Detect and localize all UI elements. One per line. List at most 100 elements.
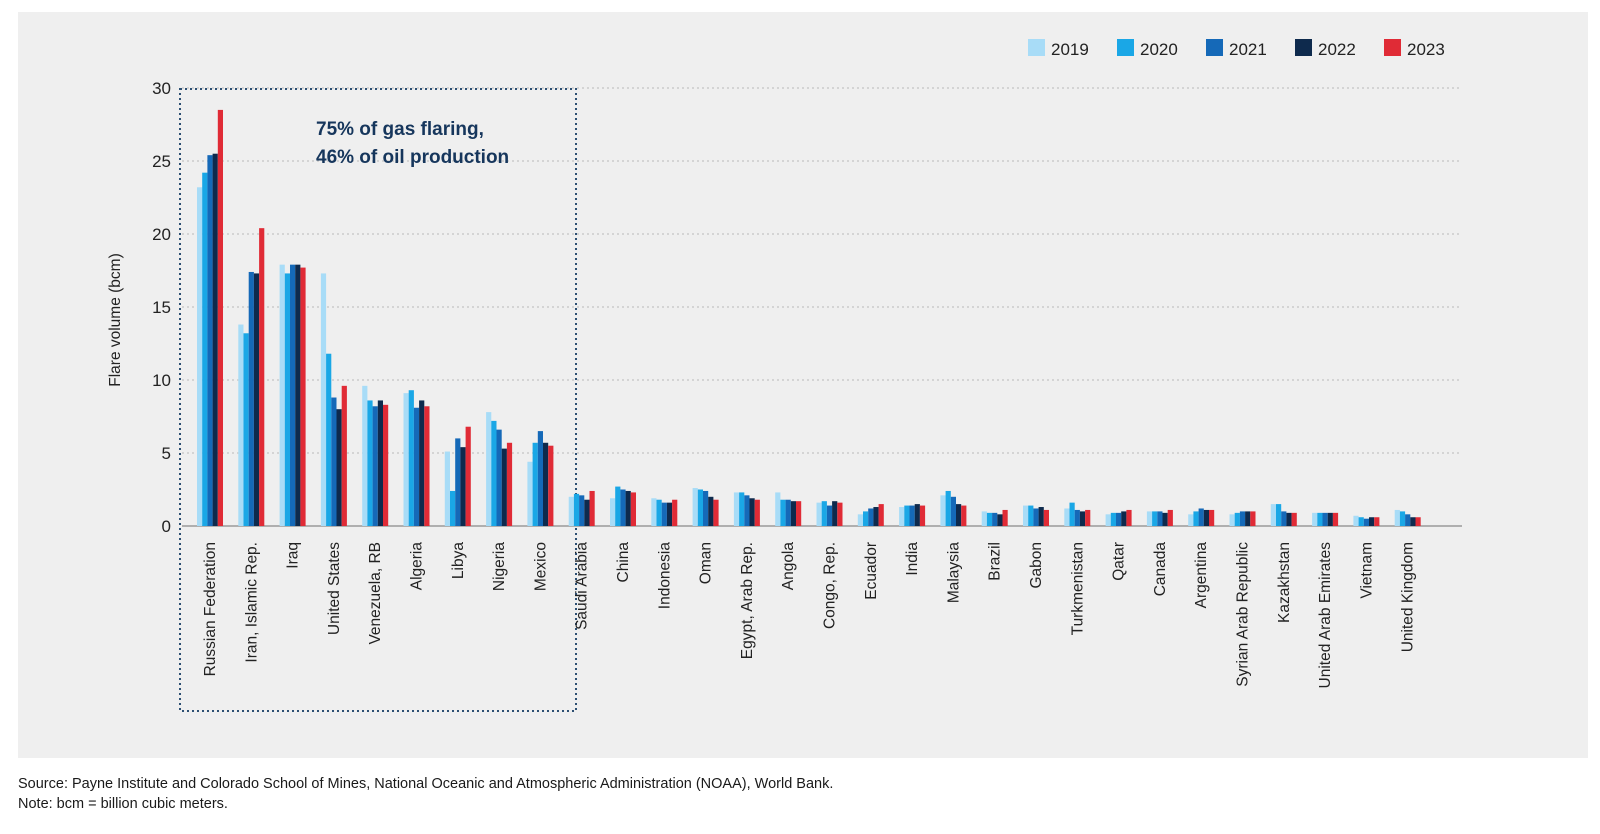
bar-2023-23 <box>1167 509 1173 526</box>
bar-2023-14 <box>796 501 802 526</box>
bar-2021-26 <box>1281 511 1287 526</box>
bar-2021-2 <box>290 264 296 526</box>
category-label: Egypt, Arab Rep. <box>739 542 756 659</box>
bar-2020-0 <box>202 172 208 526</box>
bar-2023-24 <box>1209 509 1215 526</box>
bar-2020-1 <box>243 333 249 526</box>
y-tick-label: 20 <box>152 225 171 244</box>
category-label: Oman <box>698 542 715 584</box>
bar-2021-3 <box>331 397 337 526</box>
bar-2020-13 <box>739 492 745 526</box>
bar-2019-20 <box>1023 505 1029 526</box>
bar-2021-16 <box>868 508 874 526</box>
bar-2021-14 <box>785 499 791 526</box>
bar-2023-0 <box>217 109 223 527</box>
bar-2022-0 <box>212 153 218 526</box>
bar-2023-29 <box>1415 517 1421 526</box>
bar-2023-16 <box>878 504 884 526</box>
bar-2021-24 <box>1198 508 1204 526</box>
bar-2021-20 <box>1033 508 1039 526</box>
bar-2022-10 <box>625 490 631 526</box>
bar-2022-17 <box>914 504 920 526</box>
category-label: Syrian Arab Republic <box>1235 542 1252 687</box>
bar-2022-9 <box>584 499 590 526</box>
category-label: Angola <box>780 542 797 591</box>
category-label: China <box>615 542 632 583</box>
bar-2021-4 <box>372 406 378 526</box>
category-label: Malaysia <box>945 542 962 604</box>
bar-2022-13 <box>749 498 755 526</box>
legend-swatch-2022 <box>1295 39 1312 56</box>
bar-2023-25 <box>1250 511 1256 526</box>
bar-2019-13 <box>733 492 740 526</box>
bar-2019-14 <box>775 492 781 526</box>
bar-2023-21 <box>1085 509 1091 526</box>
bar-2020-22 <box>1110 512 1116 526</box>
bar-2021-6 <box>455 438 461 526</box>
category-label: United Arab Emirates <box>1317 542 1334 689</box>
bar-2023-12 <box>713 499 719 526</box>
bar-2023-19 <box>1002 509 1008 526</box>
category-label: Algeria <box>409 542 426 591</box>
category-label: Brazil <box>987 542 1004 581</box>
bar-2023-8 <box>548 445 554 526</box>
bar-2022-29 <box>1410 517 1416 526</box>
category-label: United Kingdom <box>1400 542 1417 652</box>
bar-2019-25 <box>1229 514 1235 526</box>
bar-2021-10 <box>620 489 626 526</box>
bar-2022-14 <box>790 501 796 526</box>
bar-2021-15 <box>826 505 833 526</box>
bar-2021-0 <box>207 155 213 526</box>
chart-footer: Source: Payne Institute and Colorado Sch… <box>18 774 833 814</box>
units-note: Note: bcm = billion cubic meters. <box>18 796 228 812</box>
category-label: Iran, Islamic Rep. <box>243 542 260 663</box>
bar-2022-25 <box>1245 511 1251 526</box>
bar-2022-27 <box>1327 512 1333 526</box>
bar-2023-9 <box>589 490 595 526</box>
bar-2023-26 <box>1291 512 1297 526</box>
bar-2020-12 <box>697 489 703 526</box>
bar-2021-11 <box>661 502 667 526</box>
y-axis-ticks: 0 5 10 15 20 25 30 <box>152 79 171 536</box>
bar-2021-28 <box>1363 518 1369 526</box>
legend-label-2021: 2021 <box>1229 40 1267 59</box>
bar-2021-22 <box>1116 512 1122 526</box>
category-label: Ecuador <box>863 542 880 600</box>
bar-2020-8 <box>532 442 538 526</box>
legend-swatch-2023 <box>1384 39 1401 56</box>
bar-2020-16 <box>863 511 869 526</box>
bar-2020-9 <box>573 493 580 526</box>
bar-2021-21 <box>1074 509 1080 526</box>
bar-2023-5 <box>424 406 430 526</box>
category-label: Turkmenistan <box>1069 542 1086 635</box>
bar-2022-4 <box>377 400 383 526</box>
bar-2022-5 <box>419 400 425 526</box>
bar-2019-1 <box>238 324 244 526</box>
annotation-line-1: 75% of gas flaring, <box>316 119 484 140</box>
legend-label-2019: 2019 <box>1051 40 1089 59</box>
bar-2022-3 <box>336 409 342 526</box>
bar-2019-7 <box>486 412 492 526</box>
bar-2022-11 <box>666 502 673 526</box>
bar-2023-13 <box>754 499 760 526</box>
category-label: Congo, Rep. <box>822 542 839 629</box>
bar-2020-5 <box>408 390 414 526</box>
category-label: Venezuela, RB <box>367 542 384 645</box>
bar-2022-2 <box>295 264 301 526</box>
bar-2022-19 <box>997 514 1003 526</box>
bar-chart: 0 5 10 15 20 25 30 Russian Federation Iran, Isl… <box>107 39 1462 712</box>
bar-2020-21 <box>1069 502 1075 526</box>
category-label: Canada <box>1152 542 1169 597</box>
bar-2023-28 <box>1374 517 1380 526</box>
bar-2019-11 <box>651 498 657 526</box>
bar-2020-18 <box>945 490 951 526</box>
bar-2023-27 <box>1332 512 1339 526</box>
legend-swatch-2020 <box>1117 39 1134 56</box>
bar-2023-11 <box>672 499 678 526</box>
bar-2020-15 <box>821 501 827 526</box>
bar-2022-16 <box>873 507 879 526</box>
bar-2021-18 <box>950 496 956 526</box>
bar-2022-24 <box>1203 509 1209 526</box>
bar-2021-17 <box>909 505 915 526</box>
bar-2023-20 <box>1043 509 1049 526</box>
